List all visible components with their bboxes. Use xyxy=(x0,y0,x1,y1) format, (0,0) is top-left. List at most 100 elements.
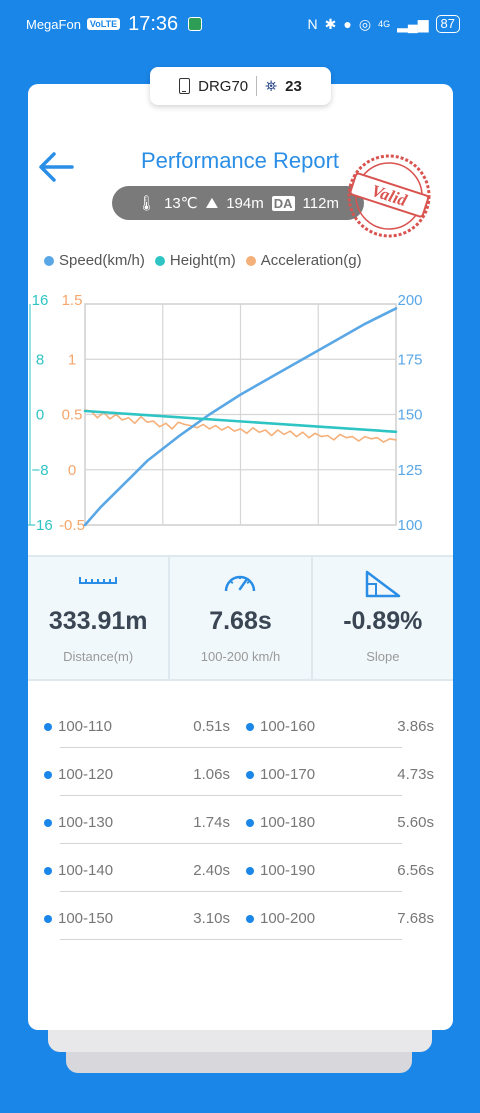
altitude: 194m xyxy=(226,194,264,212)
series-line-accel xyxy=(84,409,397,443)
accel-tick-label: 0.5 xyxy=(62,407,83,424)
split-left-range: 100-120 xyxy=(44,766,113,783)
divider xyxy=(256,76,258,96)
volte-badge: VoLTE xyxy=(86,18,121,30)
accel-tick-label: 1.5 xyxy=(62,292,83,309)
split-right-range-text: 100-190 xyxy=(260,862,316,879)
legend-label: Speed(km/h) xyxy=(59,252,145,269)
height-tick-label: 8 xyxy=(36,351,44,368)
split-right-time: 4.73s xyxy=(397,766,434,783)
da-label: DA xyxy=(271,195,295,211)
split-right-range: 100-180 xyxy=(246,814,315,831)
phone-icon xyxy=(179,78,191,94)
split-right-range-text: 100-200 xyxy=(260,910,316,927)
bullet-dot xyxy=(44,722,52,731)
mountain-icon: ⛰︎ xyxy=(205,194,219,212)
device-badge[interactable]: DRG70 ⛯ 23 xyxy=(150,67,331,105)
legend-dot xyxy=(154,255,165,266)
distance-label: Distance(m) xyxy=(63,649,134,664)
split-left-range-text: 100-130 xyxy=(58,814,114,831)
speed-tick-label: 125 xyxy=(397,462,422,479)
accel-tick-label: 1 xyxy=(68,351,76,368)
clock: 17:36 xyxy=(128,12,179,35)
split-left-range-text: 100-140 xyxy=(58,862,114,879)
split-row: 100-150 3.10s 100-200 7.68s xyxy=(44,892,434,940)
bullet-dot xyxy=(44,866,52,875)
split-left-range: 100-140 xyxy=(44,862,113,879)
split-row: 100-110 0.51s 100-160 3.86s xyxy=(44,700,434,748)
bluetooth-icon: ✱ xyxy=(324,15,337,32)
series-line-height xyxy=(83,409,398,434)
split-row: 100-120 1.06s 100-170 4.73s xyxy=(44,748,434,796)
slope-stat: -0.89% Slope xyxy=(310,557,453,679)
split-right-time: 6.56s xyxy=(397,862,434,879)
split-right-range: 100-200 xyxy=(246,910,315,927)
height-tick-label: 0 xyxy=(36,407,44,424)
split-right-time: 3.86s xyxy=(397,718,434,735)
hotspot-icon: ◎ xyxy=(358,15,372,32)
height-tick-label: −8 xyxy=(31,462,48,479)
bullet-dot xyxy=(246,914,254,923)
speedometer-icon xyxy=(225,575,256,592)
legend-label: Height(m) xyxy=(169,252,236,269)
bullet-dot xyxy=(246,770,254,779)
card-stack-shadow-1 xyxy=(48,1030,432,1052)
split-right-range: 100-160 xyxy=(246,718,315,735)
split-right-range-text: 100-180 xyxy=(260,814,316,831)
performance-chart: 16 8 0 −8 −16 1.5 1 0.5 0 -0.5 200 175 150 125 100 xyxy=(28,292,423,534)
split-left-range-text: 100-120 xyxy=(58,766,114,783)
height-tick-label: −16 xyxy=(28,517,53,534)
nfc-icon: N xyxy=(307,16,318,32)
split-row: 100-130 1.74s 100-180 5.60s xyxy=(44,796,434,844)
signal-icon: ▂▄▆ xyxy=(397,15,429,32)
series-line-speed xyxy=(83,307,398,527)
split-left-time: 2.40s xyxy=(193,862,230,879)
slope-value: -0.89% xyxy=(343,607,423,635)
speed-tick-label: 150 xyxy=(397,407,422,424)
legend-label: Acceleration(g) xyxy=(260,252,362,269)
bullet-dot xyxy=(44,770,52,779)
bullet-dot xyxy=(246,818,254,827)
distance-value: 333.91m xyxy=(48,607,148,635)
speed-tick-label: 200 xyxy=(397,292,422,309)
location-icon: ● xyxy=(343,16,352,32)
split-row: 100-140 2.40s 100-190 6.56s xyxy=(44,844,434,892)
distance-stat: 333.91m Distance(m) xyxy=(28,557,168,679)
split-left-range-text: 100-150 xyxy=(58,910,114,927)
speed-tick-label: 100 xyxy=(397,517,422,534)
split-left-range: 100-130 xyxy=(44,814,113,831)
back-arrow-icon[interactable] xyxy=(36,150,76,184)
split-left-time: 0.51s xyxy=(193,718,230,735)
network-type: 4G xyxy=(378,19,391,29)
carrier-name: MegaFon xyxy=(26,16,81,32)
bullet-dot xyxy=(44,914,52,923)
slope-label: Slope xyxy=(366,649,400,664)
split-left-time: 1.74s xyxy=(193,814,230,831)
split-right-range-text: 100-170 xyxy=(260,766,316,783)
page-title: Performance Report xyxy=(140,148,340,173)
split-left-range-text: 100-110 xyxy=(58,718,112,735)
split-right-time: 7.68s xyxy=(397,910,434,927)
legend-item: Height(m) xyxy=(154,252,236,269)
notification-app-icon xyxy=(188,17,203,31)
split-right-range: 100-190 xyxy=(246,862,315,879)
bullet-dot xyxy=(44,818,52,827)
split-left-range: 100-150 xyxy=(44,910,113,927)
split-left-time: 3.10s xyxy=(193,910,230,927)
split-right-time: 5.60s xyxy=(397,814,434,831)
split-right-range: 100-170 xyxy=(246,766,315,783)
time-label: 100-200 km/h xyxy=(200,649,281,664)
temperature: 13℃ xyxy=(164,195,198,212)
stats-panel: 333.91m Distance(m) 7.68s 100-200 km/h -… xyxy=(28,555,453,681)
bullet-dot xyxy=(246,722,254,731)
satellite-count: 23 xyxy=(285,77,302,95)
time-value: 7.68s xyxy=(209,607,272,635)
valid-stamp: Valid xyxy=(347,154,431,238)
split-right-range-text: 100-160 xyxy=(260,718,316,735)
chart-legend: Speed(km/h) Height(m) Acceleration(g) xyxy=(44,252,362,269)
ruler-icon xyxy=(79,577,118,584)
device-name: DRG70 xyxy=(198,77,249,95)
speed-tick-label: 175 xyxy=(397,351,422,368)
legend-dot xyxy=(44,255,54,266)
legend-item: Speed(km/h) xyxy=(44,252,145,269)
